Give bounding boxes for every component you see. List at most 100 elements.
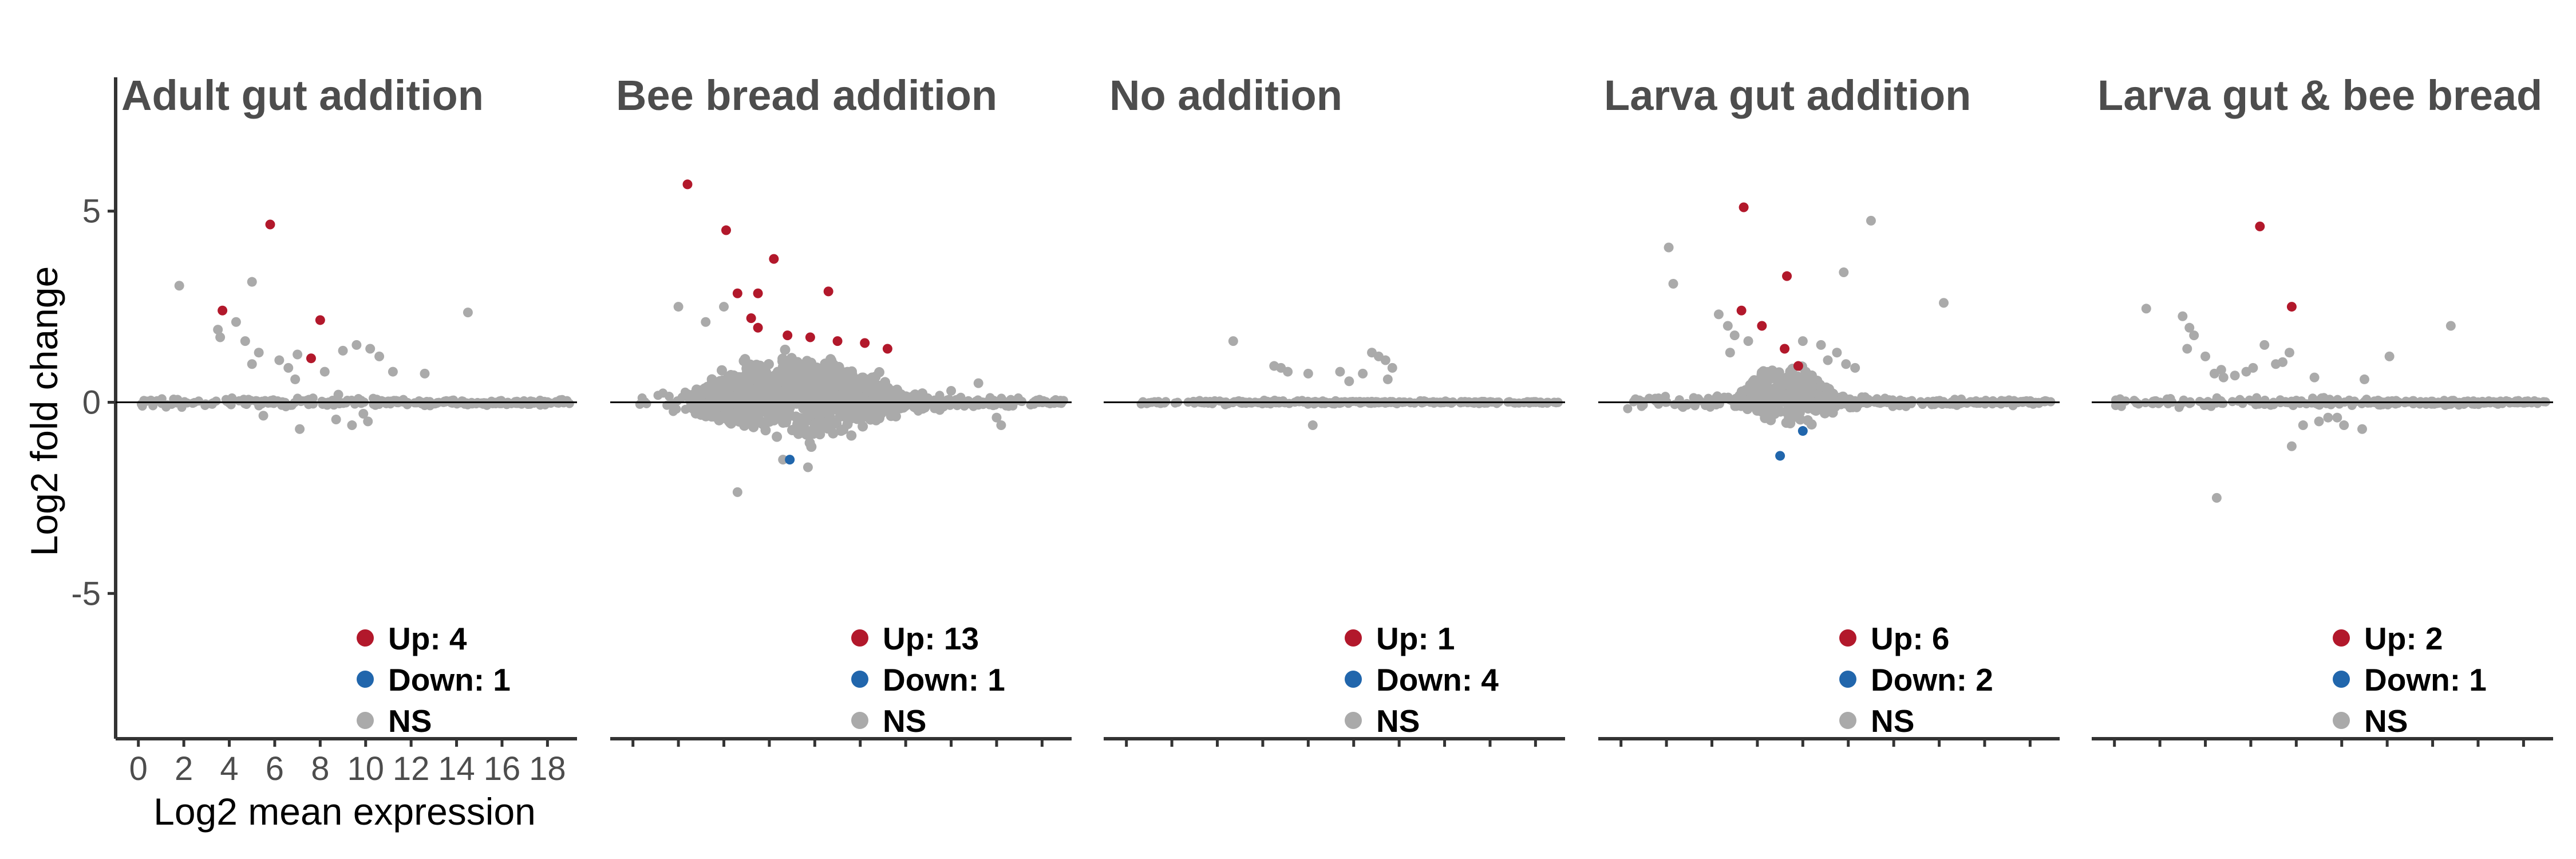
ns-point xyxy=(837,367,848,378)
ns-point xyxy=(806,442,817,452)
y-tick-label: 5 xyxy=(82,193,101,230)
legend-label-up: Up: 1 xyxy=(1376,621,1455,656)
ns-point xyxy=(2384,351,2395,361)
ns-point xyxy=(763,359,774,370)
ns-point xyxy=(1012,396,1021,405)
ns-point xyxy=(338,399,348,408)
ns-point xyxy=(1899,399,1909,408)
panel-4: Larva gut addition Up: 6 Down: 2 NS xyxy=(1598,72,2060,747)
ns-point xyxy=(2141,304,2151,314)
ns-point xyxy=(803,391,812,401)
ns-point xyxy=(491,399,500,408)
legend-label-down: Down: 1 xyxy=(2364,662,2487,698)
x-tick-label: 14 xyxy=(438,750,475,787)
ns-point xyxy=(2334,399,2344,409)
ns-point xyxy=(1906,399,1916,408)
up-point xyxy=(218,305,228,316)
ns-point xyxy=(758,379,769,389)
panel-title: Larva gut addition xyxy=(1604,72,1971,119)
ns-point xyxy=(996,420,1006,431)
ns-point xyxy=(258,411,268,421)
ns-point xyxy=(1335,367,1345,377)
ns-point xyxy=(295,424,305,434)
ns-point xyxy=(293,349,303,360)
up-point xyxy=(769,254,779,264)
ns-point xyxy=(753,413,764,424)
ns-point xyxy=(1918,400,1927,409)
ns-point xyxy=(991,412,1002,423)
ns-point xyxy=(1868,396,1878,406)
ns-point xyxy=(347,395,357,405)
x-tick-label: 0 xyxy=(129,750,148,787)
ns-point xyxy=(824,383,835,394)
ns-point xyxy=(1743,336,1753,346)
ns-point xyxy=(1380,355,1390,365)
legend-label-down: Down: 1 xyxy=(883,662,1005,698)
ns-point xyxy=(2380,399,2389,408)
legend-key-up xyxy=(2333,629,2350,647)
ns-point xyxy=(254,348,264,358)
ns-point xyxy=(1823,355,1833,365)
ns-point xyxy=(2211,492,2222,503)
x-tick-label: 12 xyxy=(393,750,430,787)
legend-key-ns xyxy=(851,712,868,729)
legend-label-ns: NS xyxy=(1376,703,1420,739)
up-point xyxy=(2255,221,2265,231)
ns-point xyxy=(351,340,362,350)
ns-point xyxy=(333,389,343,400)
up-point xyxy=(783,330,793,341)
ns-point xyxy=(2206,401,2216,411)
x-tick-label: 2 xyxy=(175,750,193,787)
up-point xyxy=(805,332,815,342)
up-point xyxy=(753,322,763,333)
y-axis: 5 0 -5 xyxy=(71,77,117,739)
ns-point xyxy=(2309,372,2320,383)
ns-point xyxy=(935,405,945,415)
ns-point xyxy=(1832,348,1842,358)
ns-point xyxy=(1798,384,1809,395)
ns-point xyxy=(2018,396,2028,406)
legend-key-ns xyxy=(1345,712,1362,729)
legend-key-up xyxy=(357,629,374,647)
ns-point xyxy=(290,374,301,384)
panel-1: Adult gut addition 0 2 4 6 8 10 12 14 16 18 Up: 4 Do… xyxy=(116,72,577,787)
ns-point xyxy=(883,403,892,412)
ns-point xyxy=(837,387,847,397)
ns-point xyxy=(420,368,430,379)
legend-label-up: Up: 6 xyxy=(1871,621,1950,656)
y-tick-label: 0 xyxy=(82,384,101,421)
ns-point xyxy=(1344,399,1353,408)
ns-point xyxy=(246,396,256,405)
ns-point xyxy=(1823,400,1833,409)
ns-point xyxy=(1810,401,1820,411)
ns-point xyxy=(2189,330,2199,341)
up-point xyxy=(832,336,843,346)
ns-point xyxy=(1764,373,1775,384)
legend-key-ns xyxy=(2333,712,2350,729)
ns-point xyxy=(783,365,793,376)
ns-point xyxy=(1670,400,1680,409)
ns-point xyxy=(1228,336,1238,346)
ns-point xyxy=(1283,367,1293,377)
ns-point xyxy=(2298,420,2308,431)
ns-point xyxy=(1866,215,1876,226)
ns-point xyxy=(2182,344,2192,354)
x-tick-label: 6 xyxy=(266,750,284,787)
ns-point xyxy=(231,317,241,327)
up-point xyxy=(1782,271,1792,281)
ns-point xyxy=(839,402,849,412)
ns-point xyxy=(331,415,341,425)
ns-point xyxy=(2445,321,2456,331)
ns-point xyxy=(174,281,184,291)
ns-point xyxy=(819,375,830,385)
ns-point xyxy=(309,399,318,409)
legend-label-ns: NS xyxy=(388,703,432,739)
panel-2: Bee bread addition Up: 13 Down: 1 NS xyxy=(610,72,1072,747)
up-point xyxy=(732,288,742,298)
ns-point xyxy=(1344,376,1354,387)
x-tick-label: 8 xyxy=(311,750,329,787)
legend-key-up xyxy=(1839,629,1856,647)
x-axis-title: Log2 mean expression xyxy=(153,790,536,833)
ns-point xyxy=(741,399,751,409)
ns-point xyxy=(716,365,727,376)
